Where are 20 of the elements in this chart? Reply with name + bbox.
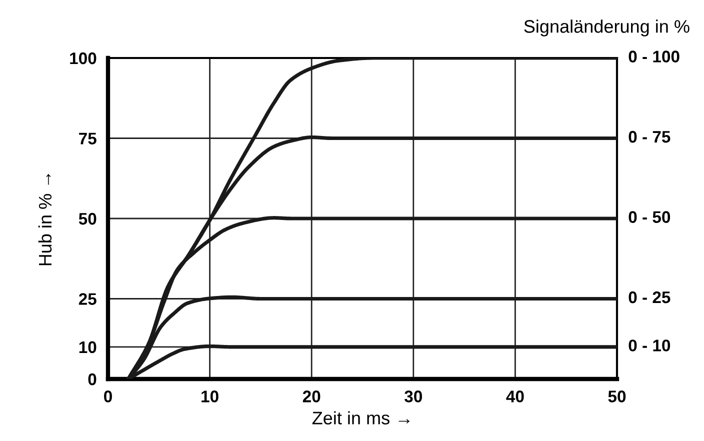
y-tick-label: 100 (70, 52, 96, 64)
text: Signaländerung in % (524, 20, 690, 36)
x-axis-title: Zeit in ms → (312, 411, 410, 424)
x-tick-label: 0 (104, 390, 112, 402)
y-tick-label: 25 (78, 293, 96, 305)
x-tick-label: 50 (608, 390, 626, 402)
x-tick-label: 20 (302, 390, 320, 402)
y-tick-label: 10 (79, 341, 96, 354)
series-label: 0 - 25 (628, 291, 670, 304)
x-tick-label: 10 (202, 390, 218, 402)
series-label: 0 - 100 (628, 50, 680, 62)
series-label: 0 - 10 (628, 340, 670, 352)
series-label: 0 - 50 (628, 211, 670, 223)
y-tick-label: 75 (79, 132, 96, 144)
x-tick-label: 40 (506, 390, 524, 402)
y-tick-label: 0 (88, 373, 96, 386)
y-axis-title: Hub in % → (38, 174, 52, 266)
y-tick-label: 50 (78, 212, 96, 225)
x-tick-label: 30 (404, 390, 422, 402)
series-label: 0 - 75 (628, 130, 670, 143)
